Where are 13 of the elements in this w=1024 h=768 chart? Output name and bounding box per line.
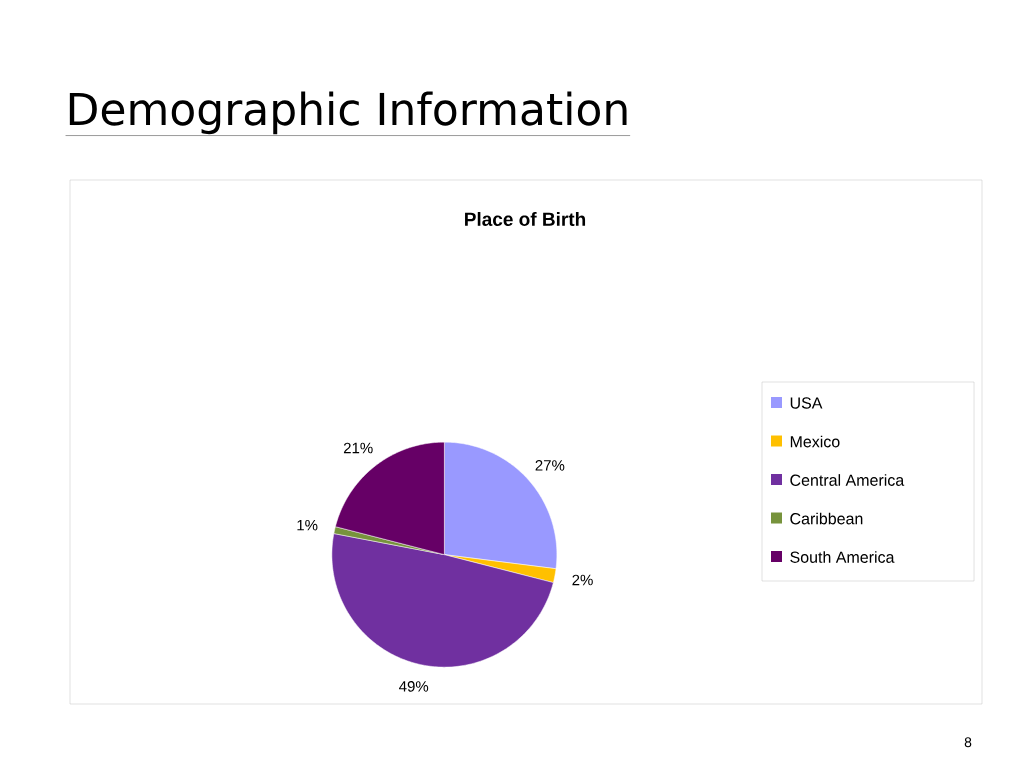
legend-label: USA [790, 397, 823, 409]
data-label: 49% [399, 681, 429, 692]
chart-title: Place of Birth [465, 212, 586, 226]
legend-label: Central America [790, 474, 905, 486]
text: 8 [964, 737, 972, 748]
legend-label: Mexico [790, 435, 840, 448]
text: Demographic Information [69, 91, 627, 135]
legend-label: South America [790, 551, 895, 563]
data-label: 27% [535, 460, 565, 471]
legend-label: Caribbean [790, 512, 863, 525]
data-label: 1% [297, 519, 318, 531]
data-label: 2% [572, 574, 593, 586]
data-label: 21% [343, 442, 373, 454]
